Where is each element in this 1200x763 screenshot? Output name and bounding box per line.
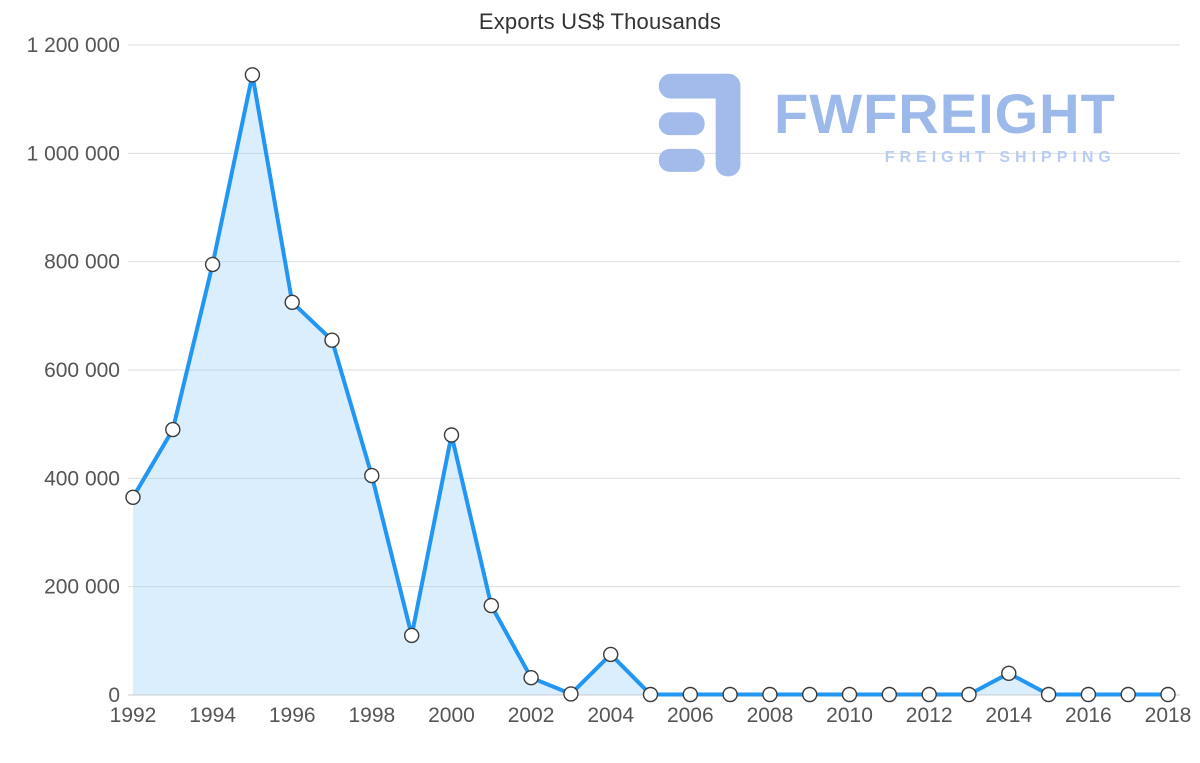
svg-text:2010: 2010 (826, 704, 873, 727)
svg-text:1996: 1996 (269, 704, 316, 727)
svg-text:1 200 000: 1 200 000 (27, 34, 120, 57)
logo-text-block: FWFREIGHT FREIGHT SHIPPING (774, 81, 1116, 167)
fwfreight-logo-icon (658, 73, 741, 177)
svg-text:2004: 2004 (587, 704, 634, 727)
fwfreight-logo: FWFREIGHT FREIGHT SHIPPING (646, 68, 1116, 184)
svg-text:2018: 2018 (1145, 704, 1192, 727)
svg-text:400 000: 400 000 (44, 467, 120, 490)
svg-text:0: 0 (108, 684, 120, 707)
svg-text:2006: 2006 (667, 704, 714, 727)
svg-text:800 000: 800 000 (44, 251, 120, 274)
logo-subtitle: FREIGHT SHIPPING (884, 148, 1116, 166)
svg-text:1992: 1992 (110, 704, 157, 727)
svg-text:2016: 2016 (1065, 704, 1112, 727)
logo-text: FWFREIGHT (774, 81, 1116, 145)
svg-text:2012: 2012 (906, 704, 953, 727)
svg-text:1 000 000: 1 000 000 (27, 142, 120, 165)
chart-title: Exports US$ Thousands (478, 9, 722, 34)
svg-text:2002: 2002 (508, 704, 555, 727)
svg-text:1994: 1994 (189, 704, 236, 727)
svg-text:2014: 2014 (985, 704, 1032, 727)
svg-text:2000: 2000 (428, 704, 475, 727)
svg-text:600 000: 600 000 (44, 359, 120, 382)
svg-text:200 000: 200 000 (44, 576, 120, 599)
svg-text:1998: 1998 (348, 704, 395, 727)
svg-text:2008: 2008 (747, 704, 794, 727)
